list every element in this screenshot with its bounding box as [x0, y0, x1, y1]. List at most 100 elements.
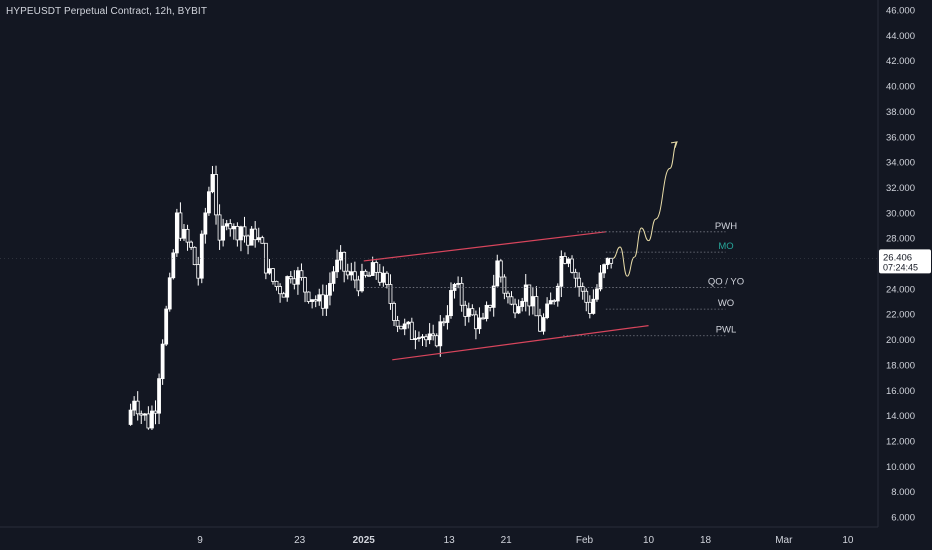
projection-path — [612, 141, 678, 277]
candle-down — [473, 314, 478, 330]
candle-up — [438, 321, 443, 347]
y-tick-label: 12.000 — [886, 436, 915, 447]
x-tick-label: Feb — [576, 535, 594, 546]
candle-down — [146, 413, 151, 429]
candle-down — [392, 303, 396, 321]
y-tick-label: 34.000 — [886, 158, 915, 169]
channel-upper-line — [363, 231, 606, 262]
candle-up — [445, 315, 450, 323]
y-tick-label: 32.000 — [886, 183, 915, 194]
candle-up — [295, 270, 300, 285]
level-label: PWH — [715, 221, 737, 232]
y-tick-label: 28.000 — [886, 234, 915, 245]
candle-down — [271, 268, 275, 282]
candle-up — [167, 277, 172, 310]
y-tick-label: 6.000 — [891, 513, 915, 524]
candle-down — [424, 336, 428, 341]
candle-up — [338, 251, 343, 261]
candle-down — [178, 212, 183, 239]
candle-down — [580, 286, 585, 292]
candle-up — [267, 268, 272, 274]
candle-down — [388, 284, 393, 304]
candle-up — [210, 174, 215, 193]
candle-down — [513, 303, 517, 314]
candle-down — [563, 256, 567, 264]
candle-up — [598, 272, 603, 290]
candle-down — [292, 278, 297, 285]
candle-down — [459, 282, 464, 306]
x-tick-label: 10 — [643, 535, 655, 546]
x-tick-label: 21 — [501, 535, 513, 546]
candle-up — [199, 233, 204, 279]
candle-up — [477, 317, 482, 330]
x-tick-label: 9 — [197, 535, 203, 546]
candle-down — [363, 270, 368, 276]
candle-down — [253, 228, 258, 241]
candle-up — [591, 298, 596, 314]
candle-down — [192, 246, 197, 266]
current-price-countdown: 07:24:45 — [883, 262, 918, 272]
y-tick-label: 8.000 — [891, 487, 915, 498]
candle-up — [317, 294, 322, 302]
candle-up — [249, 228, 254, 246]
y-tick-label: 38.000 — [886, 107, 915, 118]
candle-up — [413, 338, 418, 340]
candle-down — [506, 292, 510, 298]
candle-up — [420, 336, 425, 339]
candle-up — [221, 225, 226, 241]
candle-up — [559, 256, 564, 287]
candle-up — [203, 212, 208, 235]
level-label: QO / YO — [708, 277, 744, 288]
candle-up — [171, 252, 176, 279]
x-tick-label: Mar — [775, 535, 793, 546]
candle-up — [406, 321, 411, 325]
x-tick-label: 13 — [444, 535, 456, 546]
level-label: MO — [718, 241, 733, 252]
chart-title: HYPEUSDT Perpetual Contract, 12h, BYBIT — [6, 6, 208, 17]
candle-down — [196, 264, 201, 279]
level-label: PWL — [716, 325, 737, 336]
candle-up — [128, 409, 133, 425]
candle-down — [463, 304, 468, 317]
candle-down — [320, 294, 325, 309]
candle-up — [417, 337, 421, 340]
candle-down — [577, 277, 582, 287]
candles — [128, 165, 614, 430]
candle-down — [481, 317, 485, 320]
candle-down — [288, 276, 293, 280]
candle-down — [246, 235, 250, 246]
candle-down — [488, 304, 493, 308]
candle-down — [399, 325, 404, 330]
candle-up — [328, 283, 332, 296]
candle-down — [498, 260, 503, 278]
candle-down — [303, 277, 307, 293]
candle-down — [552, 300, 557, 302]
candle-down — [135, 400, 140, 415]
candle-down — [609, 257, 614, 264]
candle-up — [174, 212, 179, 254]
candle-up — [150, 410, 154, 429]
y-tick-label: 20.000 — [886, 335, 915, 346]
candle-up — [402, 323, 407, 330]
candle-up — [495, 260, 500, 287]
current-price-value: 26.406 — [883, 252, 912, 263]
candle-up — [516, 306, 521, 314]
candle-down — [573, 271, 578, 279]
candle-up — [142, 413, 147, 416]
candle-down — [527, 284, 532, 307]
candle-down — [534, 296, 539, 317]
candle-up — [285, 276, 290, 298]
candle-up — [324, 294, 329, 309]
candle-down — [217, 214, 222, 241]
candle-up — [349, 271, 354, 276]
candle-down — [342, 251, 347, 272]
candle-down — [356, 279, 361, 292]
y-tick-label: 14.000 — [886, 411, 915, 422]
candle-down — [228, 223, 233, 230]
candle-up — [555, 285, 560, 302]
y-tick-label: 16.000 — [886, 386, 915, 397]
y-tick-label: 24.000 — [886, 284, 915, 295]
candle-up — [427, 333, 432, 341]
candle-down — [509, 296, 514, 305]
